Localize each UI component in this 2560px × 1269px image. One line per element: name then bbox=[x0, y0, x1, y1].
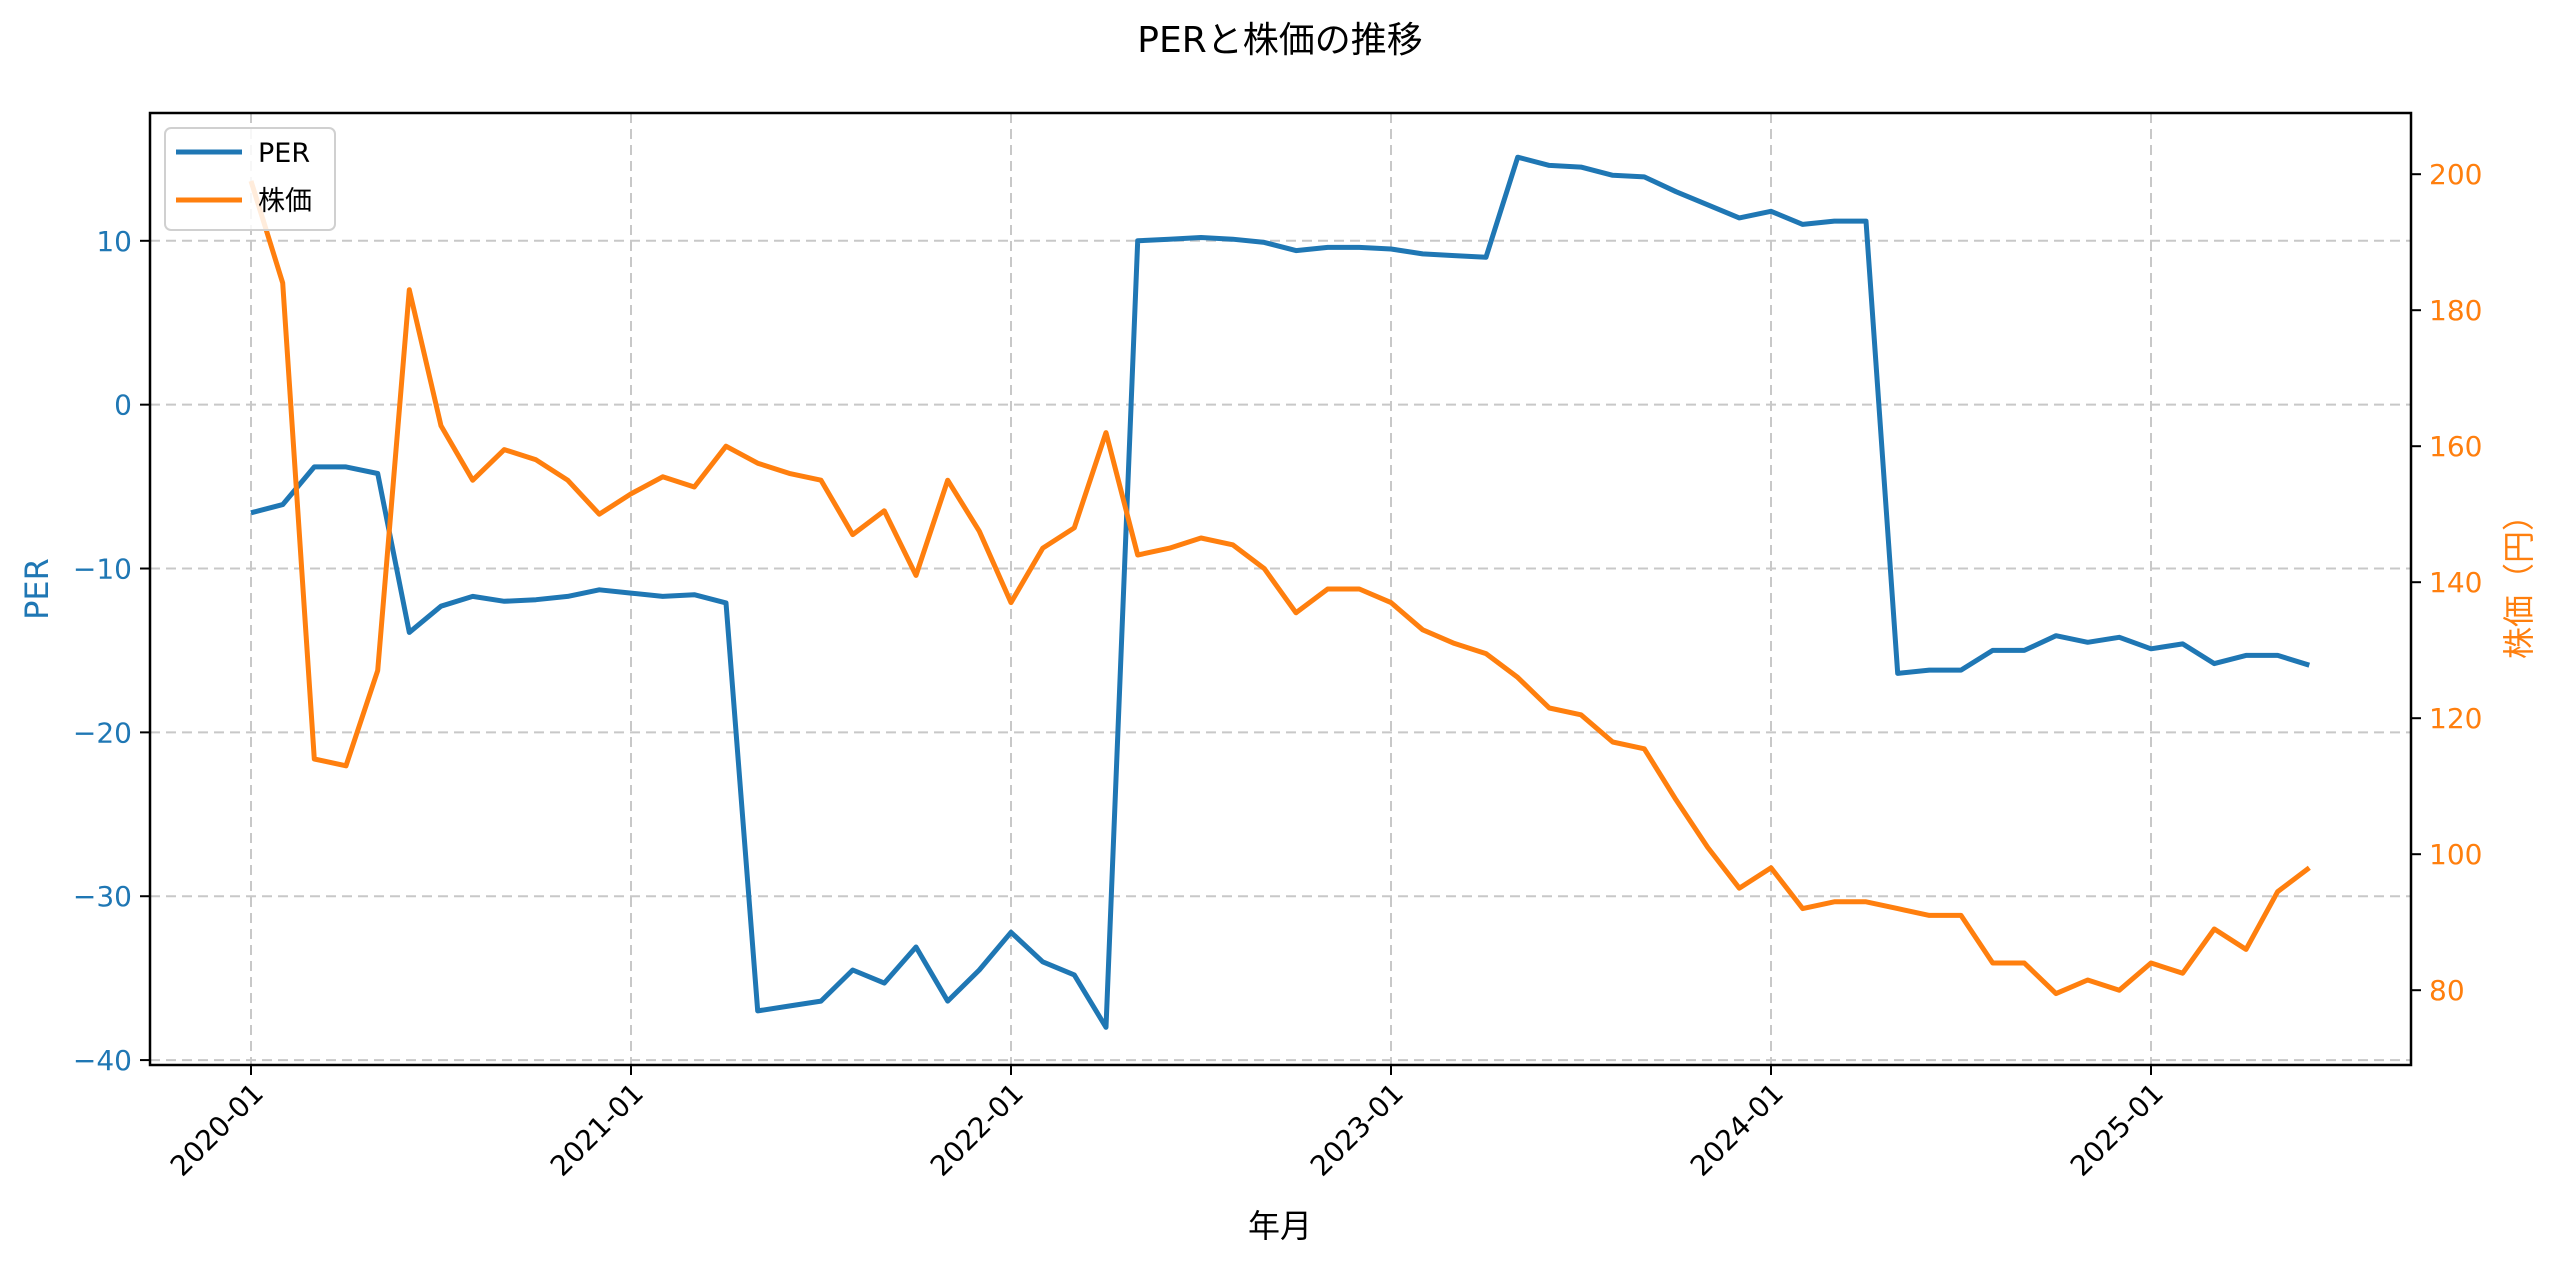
right-tick-label: 180 bbox=[2429, 294, 2482, 327]
right-y-axis: 200 180 160 140 120 100 80 bbox=[2411, 158, 2482, 1007]
left-tick-label: −20 bbox=[73, 716, 132, 749]
legend-label-per: PER bbox=[258, 138, 310, 169]
left-tick-label: 0 bbox=[114, 389, 132, 422]
x-tick-label: 2020-01 bbox=[164, 1077, 270, 1183]
x-tick-label: 2022-01 bbox=[924, 1077, 1030, 1183]
price-line bbox=[248, 180, 2311, 997]
x-tick-label: 2023-01 bbox=[1304, 1077, 1410, 1183]
chart-title: PERと株価の推移 bbox=[1137, 20, 1422, 61]
legend: PER 株価 bbox=[164, 127, 336, 231]
left-y-axis-label: PER bbox=[18, 558, 56, 620]
x-tick-label: 2025-01 bbox=[2064, 1077, 2170, 1183]
series-layer bbox=[248, 154, 2311, 1030]
left-y-axis: 10 0 −10 −20 −30 −40 bbox=[73, 225, 150, 1077]
right-tick-label: 100 bbox=[2429, 838, 2482, 871]
right-tick-label: 160 bbox=[2429, 430, 2482, 463]
x-axis: 2020-01 2021-01 2022-01 2023-01 2024-01 2025-… bbox=[164, 1065, 2170, 1183]
right-y-axis-label: 株価（円） bbox=[2500, 499, 2538, 659]
left-tick-label: 10 bbox=[96, 225, 132, 258]
right-tick-label: 140 bbox=[2429, 566, 2482, 599]
per-line bbox=[250, 154, 2311, 1030]
left-tick-label: −30 bbox=[73, 880, 132, 913]
x-tick-label: 2021-01 bbox=[544, 1077, 650, 1183]
x-axis-label: 年月 bbox=[1248, 1207, 1312, 1245]
plot-frame bbox=[148, 111, 2413, 1067]
right-tick-label: 80 bbox=[2429, 974, 2465, 1007]
legend-label-price: 株価 bbox=[258, 186, 312, 217]
x-tick-label: 2024-01 bbox=[1684, 1077, 1790, 1183]
left-tick-label: −40 bbox=[73, 1044, 132, 1077]
right-tick-label: 120 bbox=[2429, 702, 2482, 735]
grid-lines bbox=[150, 113, 2411, 1065]
right-tick-label: 200 bbox=[2429, 158, 2482, 191]
left-tick-label: −10 bbox=[73, 553, 132, 586]
